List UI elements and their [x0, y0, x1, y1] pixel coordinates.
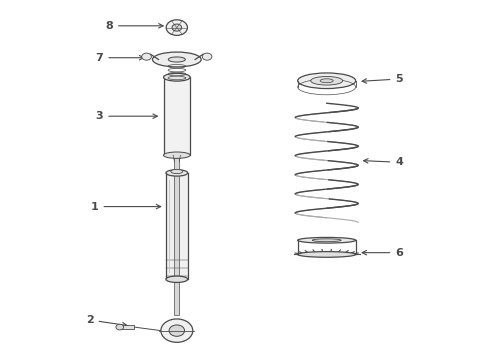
Bar	[174, 155, 179, 315]
Text: 4: 4	[363, 157, 402, 167]
Ellipse shape	[310, 76, 342, 85]
Circle shape	[116, 324, 123, 330]
Text: 3: 3	[96, 111, 157, 121]
Ellipse shape	[320, 79, 332, 83]
Ellipse shape	[170, 169, 183, 174]
Circle shape	[172, 24, 181, 31]
Circle shape	[166, 20, 187, 35]
Ellipse shape	[163, 152, 190, 158]
Text: 8: 8	[105, 21, 163, 31]
Ellipse shape	[297, 238, 355, 243]
Text: 6: 6	[362, 248, 402, 258]
Text: 7: 7	[95, 53, 143, 63]
Bar	[163, 77, 190, 155]
Ellipse shape	[297, 252, 355, 257]
Bar	[120, 325, 134, 329]
Ellipse shape	[297, 73, 355, 89]
Circle shape	[169, 325, 184, 336]
Circle shape	[202, 53, 211, 60]
Ellipse shape	[311, 239, 341, 242]
Text: 1: 1	[91, 202, 161, 212]
Text: 2: 2	[86, 315, 127, 327]
Circle shape	[142, 53, 151, 60]
Ellipse shape	[165, 276, 187, 283]
Ellipse shape	[168, 57, 185, 62]
Ellipse shape	[163, 73, 190, 81]
Ellipse shape	[152, 52, 201, 67]
Circle shape	[161, 319, 192, 342]
Bar	[165, 173, 187, 279]
Text: 5: 5	[362, 74, 402, 84]
Ellipse shape	[165, 170, 187, 176]
